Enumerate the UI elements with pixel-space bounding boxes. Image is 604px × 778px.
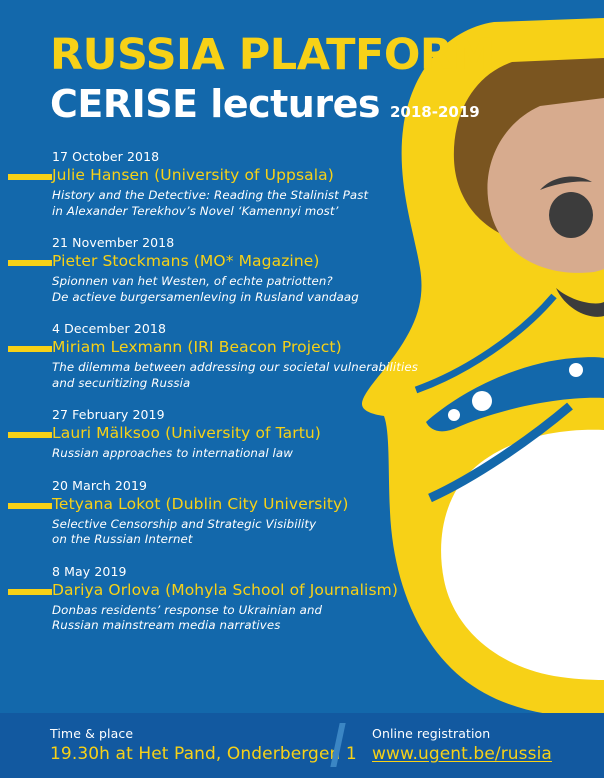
lecture-description-line: in Alexander Terekhov’s Novel ‘Kamennyi …: [52, 203, 339, 218]
lecture-description-line: De actieve burgersamenleving in Rusland …: [52, 289, 359, 304]
dash-marker-icon: [8, 346, 52, 352]
footer-time-place-block: Time & place 19.30h at Het Pand, Onderbe…: [50, 725, 357, 766]
lecture-description-line: History and the Detective: Reading the S…: [52, 188, 369, 202]
doll-eyebrow: [540, 176, 592, 190]
lecture-date: 8 May 2019: [52, 563, 127, 579]
list-item: 17 October 2018 Julie Hansen (University…: [0, 148, 430, 219]
lecture-description-line: Russian mainstream media narratives: [52, 618, 281, 632]
lecture-speaker: Julie Hansen (University of Uppsala): [52, 166, 334, 184]
doll-mouth-smile: [556, 288, 604, 317]
time-place-value: 19.30h at Het Pand, Onderbergen 1: [50, 744, 357, 764]
dash-marker-icon: [8, 502, 52, 509]
lecture-speaker-row: Julie Hansen (University of Uppsala): [0, 165, 430, 187]
page-title-years: 2018-2019: [389, 103, 480, 121]
lecture-description-line: and securitizing Russia: [52, 375, 191, 390]
doll-scarf-fold: [414, 293, 557, 394]
lecture-speaker: Dariya Orlova (Mohyla School of Journali…: [52, 580, 398, 599]
doll-leaf-dot-2: [448, 409, 460, 421]
lecture-speaker-row: Tetyana Lokot (Dublin City University): [0, 494, 430, 516]
lecture-description: Selective Censorship and Strategic Visib…: [52, 517, 430, 548]
list-item: 8 May 2019 Dariya Orlova (Mohyla School …: [0, 563, 430, 634]
dash-marker-icon: [8, 260, 52, 266]
lecture-speaker-row: Miriam Lexmann (IRI Beacon Project): [0, 337, 430, 359]
lecture-description: History and the Detective: Reading the S…: [52, 188, 430, 219]
footer-registration-block: Online registration www.ugent.be/russia: [372, 725, 552, 766]
doll-face: [487, 98, 604, 273]
list-item: 20 March 2019 Tetyana Lokot (Dublin City…: [0, 477, 430, 548]
lecture-speaker: Tetyana Lokot (Dublin City University): [52, 494, 349, 513]
doll-belly: [441, 429, 604, 680]
lecture-description: Donbas residents’ response to Ukrainian …: [52, 603, 430, 634]
doll-leaf-ornament-large: [426, 357, 604, 432]
lecture-date: 20 March 2019: [52, 477, 148, 493]
poster-header: RUSSIA PLATFORM CERISE lectures 2018-201…: [50, 30, 495, 126]
lecture-list: 17 October 2018 Julie Hansen (University…: [0, 148, 430, 649]
time-place-label: Time & place: [50, 726, 134, 741]
lecture-speaker: Pieter Stockmans (MO* Magazine): [52, 252, 320, 270]
lecture-date: 17 October 2018: [52, 149, 160, 164]
dash-marker-icon: [8, 174, 52, 180]
lecture-date: 4 December 2018: [52, 321, 167, 336]
footer-band: Time & place 19.30h at Het Pand, Onderbe…: [0, 713, 604, 778]
doll-leaf-dot-3: [569, 363, 583, 377]
list-item: 21 November 2018 Pieter Stockmans (MO* M…: [0, 234, 430, 305]
lecture-speaker-row: Dariya Orlova (Mohyla School of Journali…: [0, 580, 430, 602]
lecture-description: Russian approaches to international law: [52, 446, 430, 462]
lecture-description-line: Russian approaches to international law: [52, 446, 294, 460]
lecture-speaker-row: Pieter Stockmans (MO* Magazine): [0, 251, 430, 273]
registration-label: Online registration: [372, 726, 491, 741]
page-title-sub: CERISE lectures: [50, 82, 380, 126]
registration-url-link[interactable]: www.ugent.be/russia: [372, 744, 552, 764]
lecture-speaker-row: Lauri Mälksoo (University of Tartu): [0, 423, 430, 445]
lecture-date: 27 February 2019: [52, 407, 165, 422]
doll-eye: [549, 192, 593, 238]
list-item: 27 February 2019 Lauri Mälksoo (Universi…: [0, 406, 430, 462]
list-item: 4 December 2018 Miriam Lexmann (IRI Beac…: [0, 320, 430, 391]
page-title-main: RUSSIA PLATFORM: [50, 30, 495, 80]
lecture-description: Spionnen van het Westen, of echte patrio…: [52, 274, 430, 305]
lecture-description-line: Selective Censorship and Strategic Visib…: [52, 516, 317, 531]
doll-stem-ornament: [428, 402, 573, 503]
lecture-speaker: Lauri Mälksoo (University of Tartu): [52, 424, 321, 442]
lecture-description-line: Donbas residents’ response to Ukrainian …: [52, 602, 323, 617]
lecture-description: The dilemma between addressing our socie…: [52, 360, 430, 391]
lecture-description-line: Spionnen van het Westen, of echte patrio…: [52, 274, 333, 288]
doll-leaf-dot-1: [472, 391, 492, 411]
dash-marker-icon: [8, 432, 52, 438]
lecture-date: 21 November 2018: [52, 235, 175, 250]
dash-marker-icon: [8, 588, 52, 595]
subtitle-row: CERISE lectures 2018-2019: [50, 82, 495, 126]
lecture-speaker: Miriam Lexmann (IRI Beacon Project): [52, 338, 342, 356]
lecture-description-line: The dilemma between addressing our socie…: [52, 360, 418, 374]
lecture-description-line: on the Russian Internet: [52, 532, 193, 546]
